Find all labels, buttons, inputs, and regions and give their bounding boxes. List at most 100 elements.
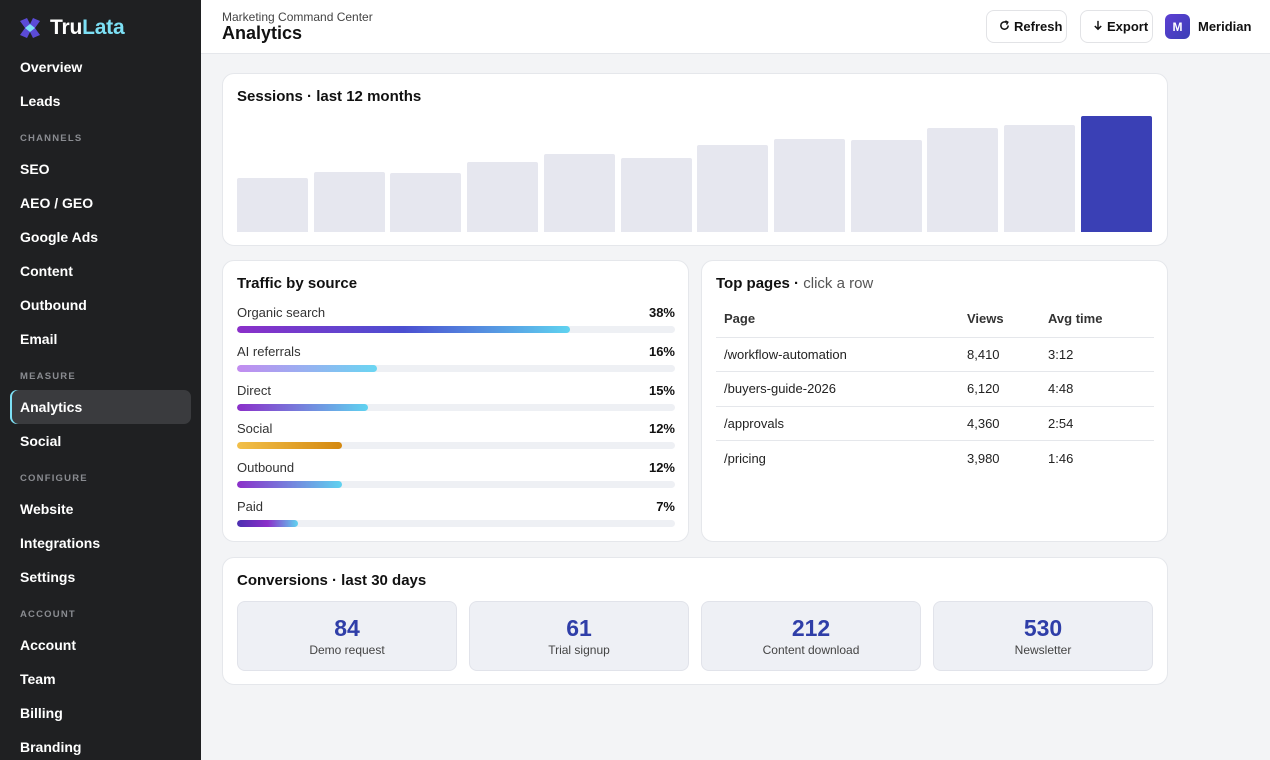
- sidebar-section-configure: CONFIGURE: [20, 473, 88, 484]
- top-pages-card: Top pages · click a row Page Views Avg tim…: [701, 260, 1168, 542]
- sidebar-item-overview[interactable]: Overview: [20, 59, 83, 75]
- avatar: M: [1165, 14, 1190, 39]
- stat-card-newsletter: 530 Newsletter: [933, 601, 1153, 671]
- sidebar-item-content[interactable]: Content: [20, 263, 73, 279]
- traffic-source-bar-fill: [237, 403, 369, 411]
- table-cell-page: /pricing: [724, 450, 766, 466]
- sidebar-item-branding[interactable]: Branding: [20, 739, 82, 755]
- traffic-source-bar-track: [237, 520, 675, 527]
- sidebar-item-google-ads[interactable]: Google Ads: [20, 229, 99, 245]
- sidebar-item-analytics[interactable]: Analytics: [10, 390, 191, 424]
- sidebar-item-seo[interactable]: SEO: [20, 161, 50, 177]
- user-menu[interactable]: M Meridian: [1165, 14, 1251, 39]
- table-row[interactable]: /buyers-guide-2026 6,120 4:48: [716, 371, 1154, 407]
- traffic-source-row: AI referrals 16%: [237, 344, 675, 383]
- top-pages-hint: click a row: [803, 275, 874, 292]
- sidebar-item-settings[interactable]: Settings: [20, 569, 76, 585]
- sidebar-item-team[interactable]: Team: [20, 671, 56, 687]
- brand-logo[interactable]: TruLata: [18, 16, 125, 40]
- sessions-card: Sessions · last 12 months: [222, 73, 1168, 246]
- table-row[interactable]: /pricing 3,980 1:46: [716, 441, 1154, 476]
- sidebar: TruLata Overview Leads CHANNELS SEO AEO / GE…: [0, 0, 201, 760]
- refresh-label: Refresh: [1014, 19, 1063, 34]
- brand-name: TruLata: [50, 16, 125, 39]
- sessions-bar: [313, 171, 385, 232]
- traffic-source-bar-track: [237, 481, 675, 489]
- sessions-bar: [927, 128, 999, 232]
- refresh-icon: [999, 19, 1010, 34]
- table-cell-views: 6,120: [959, 371, 1040, 407]
- traffic-source-bar-fill: [237, 364, 378, 372]
- traffic-source-row: Outbound 12%: [237, 460, 675, 499]
- table-row[interactable]: /approvals 4,360 2:54: [716, 406, 1154, 441]
- column-header-avg-time: Avg time: [1040, 301, 1154, 338]
- sessions-bar: [620, 157, 692, 232]
- table-cell-page: /buyers-guide-2026: [716, 371, 959, 407]
- traffic-source-label: Outbound: [237, 460, 295, 476]
- sidebar-item-integrations[interactable]: Integrations: [20, 535, 101, 551]
- traffic-card: Traffic by source Organic search 38% AI re…: [222, 260, 689, 542]
- sessions-bar: [467, 162, 539, 232]
- stat-card-trial-signup: 61 Trial signup: [469, 601, 689, 671]
- sidebar-item-billing[interactable]: Billing: [20, 705, 63, 721]
- traffic-source-percent: 12%: [648, 421, 675, 437]
- top-header: Marketing Command Center Analytics Refre…: [201, 0, 1270, 54]
- traffic-source-bar-fill: [237, 520, 299, 527]
- sidebar-item-social[interactable]: Social: [20, 433, 62, 449]
- table-cell-views: 3,980: [967, 450, 1000, 466]
- traffic-source-percent: 16%: [648, 343, 675, 359]
- table-cell-views: 4,360: [959, 406, 1040, 441]
- user-name: Meridian: [1198, 19, 1252, 34]
- traffic-source-label: AI referrals: [237, 343, 301, 359]
- sessions-bar: [850, 139, 922, 232]
- export-label: Export: [1107, 19, 1149, 34]
- table-cell-avg-time: 2:54: [1040, 406, 1154, 441]
- sidebar-item-email[interactable]: Email: [20, 331, 58, 347]
- traffic-source-row: Paid 7%: [237, 499, 675, 538]
- traffic-source-bar-fill: [237, 442, 343, 450]
- export-button[interactable]: Export: [1080, 10, 1153, 43]
- sessions-bar: [1004, 124, 1075, 232]
- page-title: Analytics: [222, 23, 303, 43]
- refresh-button[interactable]: Refresh: [986, 10, 1067, 43]
- stat-value: 530: [1023, 615, 1063, 641]
- page-subtitle: Marketing Command Center: [222, 10, 373, 24]
- column-header-views: Views: [959, 301, 1040, 338]
- traffic-source-bar-track: [237, 442, 675, 450]
- sidebar-nav: Overview Leads CHANNELS SEO AEO / GEO Google …: [10, 50, 191, 760]
- sessions-title: Sessions · last 12 months: [237, 88, 422, 105]
- top-pages-title: Top pages · click a row: [716, 275, 874, 292]
- sessions-bar: [773, 138, 845, 232]
- stat-label: Demo request: [309, 643, 385, 657]
- sessions-bar: [697, 144, 769, 232]
- stat-label: Trial signup: [548, 643, 610, 657]
- table-cell-page: /workflow-automation: [716, 337, 959, 372]
- sessions-bar: [237, 177, 308, 232]
- traffic-source-bar-fill: [237, 326, 570, 333]
- stat-card-content-download: 212 Content download: [701, 601, 921, 671]
- sidebar-item-account[interactable]: Account: [20, 637, 76, 653]
- stat-value: 61: [566, 615, 592, 641]
- traffic-source-percent: 12%: [648, 460, 675, 476]
- sidebar-item-aeo-geo[interactable]: AEO / GEO: [20, 195, 94, 211]
- traffic-source-bar-track: [237, 403, 675, 411]
- stat-value: 84: [334, 615, 360, 641]
- trulata-logo-icon: [18, 16, 42, 40]
- sessions-bar: [1080, 116, 1152, 232]
- traffic-source-bar-track: [237, 364, 675, 372]
- sessions-bar: [390, 173, 462, 232]
- traffic-source-bar-fill: [237, 481, 343, 489]
- top-pages-table: Page Views Avg time /workflow-automation 8,…: [716, 301, 1154, 475]
- stat-value: 212: [791, 615, 831, 641]
- table-row[interactable]: /workflow-automation 8,410 3:12: [716, 337, 1154, 372]
- conversions-card: Conversions · last 30 days 84 Demo reques…: [222, 557, 1168, 685]
- traffic-source-percent: 15%: [648, 382, 675, 398]
- sidebar-item-outbound[interactable]: Outbound: [20, 297, 87, 313]
- sidebar-item-website[interactable]: Website: [20, 501, 74, 517]
- column-header-page: Page: [716, 301, 959, 338]
- traffic-source-row: Social 12%: [237, 421, 675, 460]
- sidebar-item-leads[interactable]: Leads: [20, 93, 61, 109]
- traffic-source-row: Direct 15%: [237, 383, 675, 422]
- table-cell-page: /approvals: [716, 406, 959, 441]
- traffic-source-percent: 7%: [656, 499, 675, 514]
